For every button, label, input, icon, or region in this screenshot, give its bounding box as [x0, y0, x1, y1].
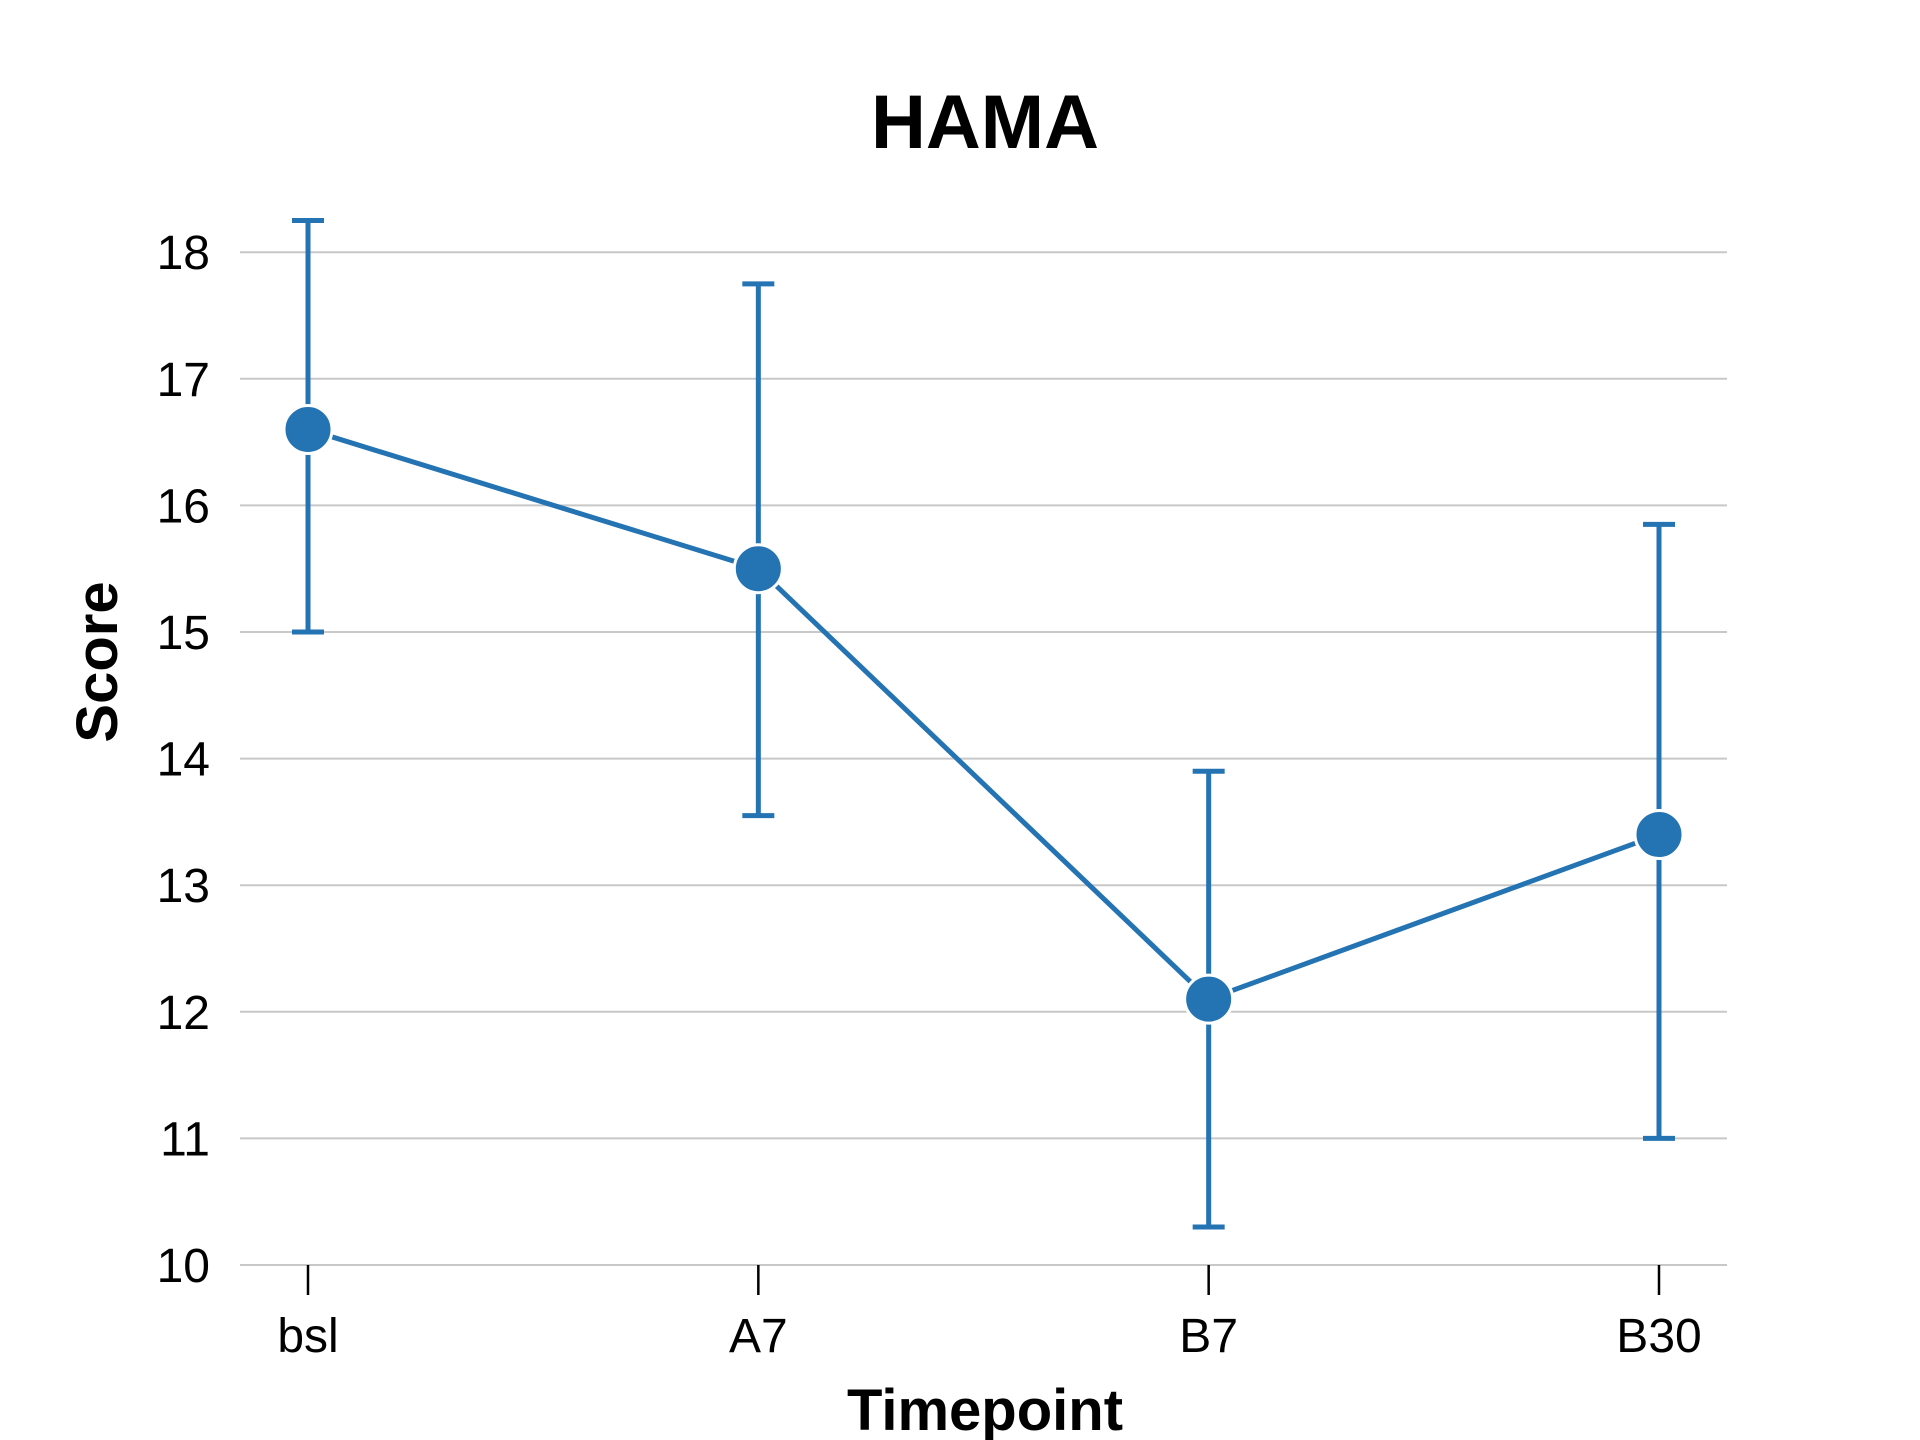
y-tick-label: 12 [157, 987, 210, 1040]
data-point [282, 403, 334, 455]
x-tick-label: B7 [1179, 1310, 1238, 1363]
y-tick-label: 16 [157, 480, 210, 533]
series-line [307, 427, 1660, 1003]
series-0 [282, 218, 1685, 1230]
x-tick-label: B30 [1616, 1310, 1701, 1363]
y-axis-label: Score [65, 581, 130, 742]
x-tick-label: bsl [277, 1310, 338, 1363]
y-tick-label: 10 [157, 1240, 210, 1293]
series [282, 218, 1685, 1230]
data-point [1633, 809, 1685, 861]
grid [240, 251, 1727, 1266]
x-axis: bsl A7 B7 B30 [277, 1265, 1702, 1363]
data-point [732, 543, 784, 595]
y-tick-label: 11 [160, 1113, 210, 1166]
y-tick-label: 14 [157, 734, 210, 787]
chart-title: HAMA [871, 80, 1099, 165]
x-tick-label: A7 [729, 1310, 788, 1363]
y-tick-label: 15 [157, 607, 210, 660]
x-axis-label: Timepoint [847, 1378, 1123, 1440]
y-tick-label: 13 [157, 860, 210, 913]
data-point [1183, 973, 1235, 1025]
y-tick-label: 18 [157, 227, 210, 280]
y-axis: 10 11 12 13 14 15 16 17 18 [157, 227, 210, 1293]
y-tick-label: 17 [157, 354, 210, 407]
